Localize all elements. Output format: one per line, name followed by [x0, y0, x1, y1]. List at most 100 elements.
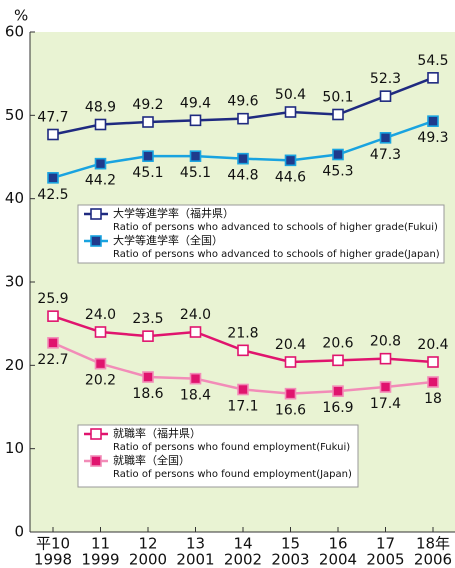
value-label: 20.6: [322, 335, 353, 351]
legend-marker: [90, 428, 102, 440]
marker: [237, 344, 249, 357]
value-label: 47.3: [370, 147, 401, 163]
y-tick-label: 40: [5, 189, 24, 207]
marker: [284, 387, 297, 400]
x-era-label: 18年: [416, 535, 450, 553]
marker: [94, 326, 107, 338]
x-era-label: 13: [186, 535, 205, 553]
marker: [189, 114, 202, 127]
value-label: 42.5: [37, 187, 68, 203]
marker: [332, 354, 344, 367]
legend-label-en: Ratio of persons who found employment(Ja…: [113, 469, 352, 480]
value-label: 23.5: [132, 311, 163, 327]
y-unit: %: [14, 7, 28, 25]
value-label: 45.1: [132, 165, 163, 181]
y-tick-label: 60: [5, 23, 24, 41]
marker: [237, 112, 249, 125]
value-label: 50.1: [322, 90, 353, 106]
legend-label-en: Ratio of persons who advanced to schools…: [113, 249, 440, 260]
value-label: 25.9: [37, 291, 68, 307]
value-label: 24.0: [85, 307, 116, 323]
marker: [47, 172, 59, 184]
legend-label: 就職率（福井県）: [113, 426, 201, 440]
value-label: 20.2: [85, 373, 116, 389]
value-label: 54.5: [417, 53, 448, 69]
value-label: 47.7: [37, 110, 68, 126]
value-label: 22.7: [37, 352, 68, 368]
y-tick-label: 30: [5, 273, 24, 291]
x-tick-label: 2000: [129, 551, 167, 568]
x-tick-label: 2001: [176, 551, 214, 568]
legend-marker: [90, 208, 102, 220]
marker: [47, 337, 59, 349]
value-label: 18.6: [132, 386, 163, 402]
marker: [332, 148, 344, 161]
marker: [379, 352, 392, 365]
legend-label-en: Ratio of persons who advanced to schools…: [113, 222, 438, 233]
x-tick-label: 2002: [224, 551, 262, 568]
y-tick-label: 0: [14, 523, 24, 541]
y-tick-label: 50: [5, 106, 24, 124]
legend-box: [77, 204, 445, 264]
legend-marker: [90, 235, 102, 247]
value-label: 17.1: [227, 399, 258, 415]
legend-label: 大学等進学率（福井県）: [113, 206, 234, 220]
value-label: 20.4: [417, 337, 448, 353]
value-label: 49.2: [132, 97, 163, 113]
value-label: 17.4: [370, 396, 401, 412]
value-label: 45.1: [180, 165, 211, 181]
x-tick-label: 2004: [319, 551, 357, 568]
value-label: 20.4: [275, 337, 306, 353]
y-tick-label: 10: [5, 439, 24, 457]
marker: [379, 381, 392, 393]
marker: [427, 72, 439, 84]
value-label: 44.6: [275, 169, 306, 185]
marker: [189, 150, 202, 162]
legend-label: 大学等進学率（全国）: [113, 233, 223, 247]
value-label: 52.3: [370, 71, 401, 87]
marker: [142, 371, 154, 383]
x-tick-label: 2006: [414, 551, 452, 568]
value-label: 18.4: [180, 388, 211, 404]
legend-label: 就職率（全国）: [113, 453, 190, 467]
value-label: 21.8: [227, 325, 258, 341]
value-label: 48.9: [85, 100, 116, 116]
x-era-label: 平10: [36, 535, 70, 553]
value-label: 44.2: [85, 173, 116, 189]
marker: [427, 115, 439, 127]
marker: [427, 356, 439, 368]
value-label: 50.4: [275, 87, 306, 103]
marker: [427, 376, 439, 388]
marker: [379, 132, 392, 144]
value-label: 16.9: [322, 400, 353, 416]
x-era-label: 17: [376, 535, 395, 553]
value-label: 44.8: [227, 168, 258, 184]
marker: [284, 356, 297, 368]
value-label: 16.6: [275, 403, 306, 419]
value-label: 20.8: [370, 334, 401, 350]
value-label: 49.4: [180, 95, 211, 111]
marker: [142, 330, 154, 342]
value-label: 49.3: [417, 130, 448, 146]
x-tick-label: 1999: [81, 551, 119, 568]
marker: [379, 90, 392, 102]
marker: [189, 372, 202, 385]
marker: [94, 118, 107, 131]
x-tick-label: 1998: [34, 551, 72, 568]
marker: [94, 157, 107, 170]
marker: [284, 106, 297, 118]
x-era-label: 14: [233, 535, 252, 553]
x-era-label: 16: [328, 535, 347, 553]
y-tick-label: 20: [5, 356, 24, 374]
legend-box: [77, 424, 359, 488]
marker: [47, 128, 59, 141]
marker: [47, 310, 59, 322]
marker: [284, 154, 297, 167]
marker: [189, 326, 202, 338]
value-label: 45.3: [322, 164, 353, 180]
marker: [237, 152, 249, 165]
value-label: 24.0: [180, 307, 211, 323]
x-tick-label: 2005: [366, 551, 404, 568]
legend-label-en: Ratio of persons who found employment(Fu…: [113, 442, 350, 453]
